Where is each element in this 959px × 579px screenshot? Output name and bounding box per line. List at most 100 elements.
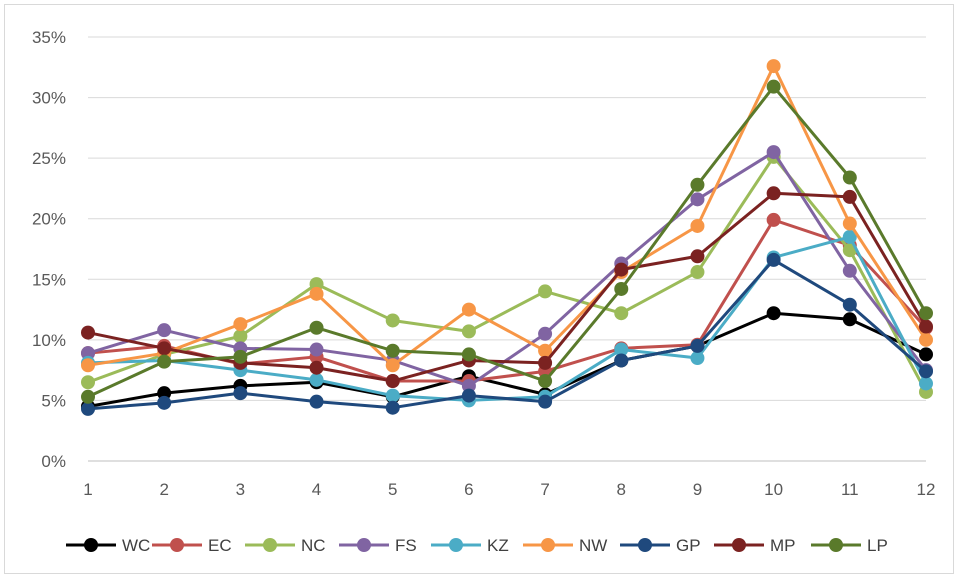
data-point-gp [842, 297, 857, 312]
data-point-lp [690, 177, 705, 192]
legend-item-lp: LP [811, 536, 888, 555]
legend-label: NW [579, 536, 607, 555]
data-point-nc [690, 265, 705, 280]
legend-item-nc: NC [245, 536, 326, 555]
data-point-mp [385, 374, 400, 389]
legend: WC EC NC FS KZ NW GP MP LP [66, 536, 888, 555]
legend-marker [732, 538, 746, 552]
legend-item-ec: EC [152, 536, 232, 555]
x-tick-label: 2 [159, 480, 168, 499]
legend-label: FS [395, 536, 417, 555]
data-point-gp [614, 353, 629, 368]
data-point-lp [614, 281, 629, 296]
series-lines [81, 59, 933, 416]
data-point-kz [690, 351, 705, 366]
y-tick-label: 10% [32, 331, 66, 350]
data-point-gp [233, 386, 248, 401]
legend-label: GP [676, 536, 701, 555]
x-tick-label: 12 [917, 480, 936, 499]
data-point-mp [614, 262, 629, 277]
data-point-fs [157, 323, 172, 338]
data-point-fs [81, 346, 95, 361]
series-line-mp [86, 191, 928, 383]
data-point-kz [309, 372, 324, 387]
data-point-gp [461, 388, 476, 403]
data-point-gp [81, 401, 95, 416]
legend-label: MP [770, 536, 796, 555]
data-point-nw [842, 216, 857, 231]
data-point-nw [309, 286, 324, 301]
data-point-gp [157, 395, 172, 410]
y-tick-label: 15% [32, 270, 66, 289]
data-point-wc [766, 306, 781, 321]
data-point-fs [842, 263, 857, 278]
data-point-lp [233, 349, 248, 364]
data-point-gp [385, 400, 400, 415]
data-point-nc [538, 284, 553, 299]
data-point-lp [157, 354, 172, 369]
series-line-wc [86, 311, 928, 408]
data-point-lp [919, 306, 933, 321]
data-point-nw [81, 358, 95, 373]
data-point-kz [919, 376, 933, 391]
data-point-kz [842, 229, 857, 244]
data-point-wc [842, 312, 857, 327]
data-point-mp [538, 355, 553, 370]
y-tick-label: 30% [32, 89, 66, 108]
data-point-gp [309, 394, 324, 409]
data-point-gp [919, 364, 933, 379]
legend-marker [263, 538, 277, 552]
x-tick-label: 10 [764, 480, 783, 499]
x-tick-label: 8 [617, 480, 626, 499]
data-point-lp [461, 347, 476, 362]
data-point-mp [690, 249, 705, 264]
data-point-nw [461, 302, 476, 317]
data-point-nc [81, 375, 95, 390]
gridlines [88, 36, 926, 462]
data-point-gp [690, 338, 705, 353]
x-axis-tick-labels: 1 2 3 4 5 6 7 8 9 10 11 12 [83, 480, 935, 499]
data-point-fs [690, 192, 705, 207]
series-lp [81, 79, 933, 404]
data-point-nc [233, 329, 248, 344]
data-point-kz [614, 342, 629, 357]
data-point-nw [385, 358, 400, 373]
y-tick-label: 20% [32, 210, 66, 229]
series-line-nw [86, 64, 928, 367]
x-tick-label: 1 [83, 480, 92, 499]
data-point-gp [766, 252, 781, 267]
series-line-fs [86, 150, 928, 388]
legend-marker [84, 538, 98, 552]
data-point-wc [157, 386, 172, 401]
legend-item-wc: WC [66, 536, 150, 555]
data-point-lp [766, 79, 781, 94]
legend-label: LP [867, 536, 888, 555]
series-line-gp [86, 258, 928, 411]
series-kz [81, 229, 933, 408]
legend-marker [449, 538, 463, 552]
y-tick-label: 5% [41, 391, 66, 410]
data-point-mp [81, 325, 95, 340]
data-point-nw [766, 59, 781, 74]
data-point-nc [461, 324, 476, 339]
data-point-lp [842, 170, 857, 185]
legend-item-fs: FS [339, 536, 417, 555]
data-point-mp [309, 360, 324, 375]
legend-item-kz: KZ [431, 536, 509, 555]
legend-marker [541, 538, 555, 552]
data-point-lp [538, 374, 553, 389]
data-point-mp [157, 341, 172, 356]
data-point-fs [538, 326, 553, 341]
x-tick-label: 9 [693, 480, 702, 499]
series-nw [81, 59, 933, 373]
legend-item-gp: GP [620, 536, 701, 555]
x-tick-label: 5 [388, 480, 397, 499]
legend-label: EC [208, 536, 232, 555]
series-gp [81, 252, 933, 416]
y-tick-label: 0% [41, 452, 66, 471]
chart-frame [4, 4, 954, 574]
series-mp [81, 186, 933, 389]
data-point-mp [919, 319, 933, 334]
legend-marker [357, 538, 371, 552]
